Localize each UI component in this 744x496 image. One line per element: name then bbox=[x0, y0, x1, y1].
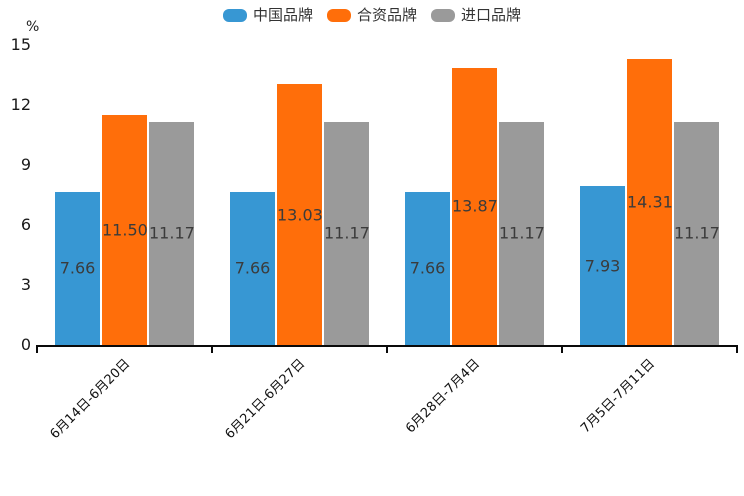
bar-中国品牌-3: 7.93 bbox=[580, 186, 625, 345]
legend-item-1: 合资品牌 bbox=[326, 6, 417, 24]
legend-label: 合资品牌 bbox=[356, 6, 417, 24]
legend-item-2: 进口品牌 bbox=[431, 8, 521, 23]
y-axis-unit-label: % bbox=[26, 19, 40, 35]
x-tick-mark bbox=[36, 345, 38, 353]
x-tick-mark bbox=[211, 345, 213, 353]
bar-value-label: 11.50 bbox=[102, 220, 148, 240]
bar-value-label: 7.66 bbox=[409, 258, 446, 278]
bar-中国品牌-2: 7.66 bbox=[405, 191, 450, 345]
bar-进口品牌-2: 11.17 bbox=[499, 121, 545, 345]
bar-value-label: 7.66 bbox=[234, 258, 271, 278]
bar-value-label: 11.17 bbox=[324, 223, 370, 243]
bar-中国品牌-1: 7.66 bbox=[230, 191, 275, 345]
bar-进口品牌-3: 11.17 bbox=[674, 121, 720, 345]
x-tick-label: 7月5日-7月11日 bbox=[578, 356, 659, 437]
y-tick-label: 15 bbox=[10, 35, 31, 54]
x-tick-mark bbox=[386, 345, 388, 353]
x-tick-mark bbox=[736, 345, 738, 353]
bar-合资品牌-1: 13.03 bbox=[277, 84, 323, 345]
x-tick-mark bbox=[561, 345, 563, 353]
x-tick-label: 6月28日-7月4日 bbox=[403, 356, 484, 437]
legend-marker-icon bbox=[326, 9, 351, 22]
y-tick-label: 0 bbox=[20, 335, 31, 354]
bar-中国品牌-0: 7.66 bbox=[55, 191, 100, 345]
bar-进口品牌-1: 11.17 bbox=[324, 121, 370, 345]
bar-value-label: 11.17 bbox=[674, 223, 720, 243]
y-tick-label: 12 bbox=[10, 95, 31, 114]
bar-value-label: 13.03 bbox=[277, 205, 323, 225]
chart-legend: 中国品牌 合资品牌 进口品牌 bbox=[0, 8, 744, 23]
legend-label: 进口品牌 bbox=[461, 6, 522, 24]
bar-进口品牌-0: 11.17 bbox=[149, 121, 195, 345]
plot-area: 7.66 11.50 11.17 7.66 13.03 11.17 7.66 13.87 11.… bbox=[37, 45, 737, 347]
bar-value-label: 7.93 bbox=[584, 256, 621, 276]
bar-value-label: 14.31 bbox=[627, 192, 673, 212]
y-tick-label: 3 bbox=[20, 275, 31, 294]
legend-marker-icon bbox=[222, 9, 247, 22]
x-tick-label: 6月21日-6月27日 bbox=[222, 356, 309, 443]
bar-value-label: 11.17 bbox=[499, 223, 545, 243]
y-tick-label: 9 bbox=[20, 155, 31, 174]
legend-label: 中国品牌 bbox=[252, 6, 313, 24]
bar-合资品牌-2: 13.87 bbox=[452, 67, 498, 345]
y-tick-label: 6 bbox=[20, 215, 31, 234]
bar-合资品牌-0: 11.50 bbox=[102, 115, 148, 345]
legend-item-0: 中国品牌 bbox=[222, 6, 313, 24]
x-tick-label: 6月14日-6月20日 bbox=[47, 356, 134, 443]
bar-合资品牌-3: 14.31 bbox=[627, 58, 673, 345]
bar-value-label: 13.87 bbox=[452, 196, 498, 216]
legend-marker-icon bbox=[431, 9, 455, 22]
bar-value-label: 11.17 bbox=[149, 223, 195, 243]
bar-value-label: 7.66 bbox=[59, 258, 96, 278]
